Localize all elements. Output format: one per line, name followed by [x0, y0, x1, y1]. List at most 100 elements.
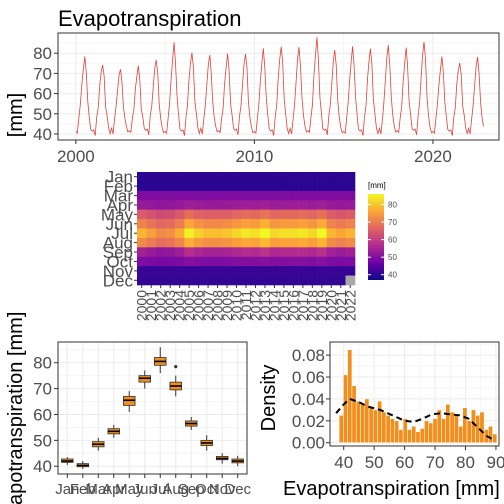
heatmap-cell [317, 190, 327, 201]
heatmap-cell [288, 247, 299, 258]
histogram-bar [479, 411, 485, 443]
heatmap-cell [269, 266, 280, 276]
heatmap-cell [279, 200, 289, 210]
heatmap-cell [241, 181, 252, 192]
heatmap-cell [250, 266, 261, 276]
heatmap-cell [184, 190, 195, 201]
heatmap-cell [231, 172, 242, 182]
heatmap-cell [336, 200, 346, 210]
x-tick-label: Mar [85, 481, 111, 498]
heatmap-cell [336, 209, 346, 220]
heatmap-cell [165, 190, 176, 201]
heatmap-cell [193, 200, 204, 210]
heatmap-cell [279, 190, 289, 201]
heatmap-cell [146, 219, 157, 229]
histogram-bar [351, 385, 357, 443]
heatmap-cell [193, 172, 204, 182]
x-tick-label: 2000 [57, 147, 95, 166]
heatmap-cell [174, 266, 185, 276]
x-tick-label: 2011 [238, 290, 254, 320]
heatmap-cell [241, 219, 252, 229]
y-tick-label: 70 [33, 64, 52, 83]
heatmap-cell [203, 275, 214, 286]
histogram-bar [372, 409, 378, 443]
heatmap-cell [288, 266, 299, 276]
heatmap-cell [155, 200, 166, 210]
x-tick-label: 80 [456, 453, 475, 472]
heatmap-cell [345, 275, 356, 286]
heatmap-cell [326, 172, 337, 182]
heatmap-cell [212, 190, 223, 201]
heatmap-cell [269, 181, 280, 192]
heatmap-cell [165, 266, 176, 276]
heatmap-cell [241, 247, 252, 258]
heatmap-cell [336, 256, 346, 267]
heatmap-cell [250, 200, 261, 210]
heatmap-cell [165, 228, 176, 239]
x-tick-label: 60 [395, 453, 414, 472]
histogram-bar [445, 404, 451, 443]
heatmap-cell [336, 266, 346, 276]
heatmap-cell [298, 275, 308, 286]
heatmap-cell [326, 181, 337, 192]
x-tick-label: 2000 [134, 290, 150, 321]
heatmap-cell [241, 172, 252, 182]
heatmap-cell [174, 228, 185, 239]
heatmap-cell [307, 247, 318, 258]
heatmap-cell [203, 219, 214, 229]
y-tick-label: Mar [104, 187, 134, 206]
x-tick-label: 2009 [219, 290, 235, 321]
heatmap-cell [336, 275, 346, 286]
heatmap-cell [326, 200, 337, 210]
timeseries-title: Evapotranspiration [58, 6, 241, 31]
heatmap-cell [193, 228, 204, 239]
histogram-bar [432, 418, 438, 443]
histogram-bar [355, 400, 361, 443]
heatmap-cell [212, 172, 223, 182]
heatmap-cell [231, 237, 242, 248]
heatmap-cell [231, 256, 242, 267]
x-tick-label: Feb [70, 481, 96, 498]
heatmap-cell [231, 247, 242, 258]
heatmap-cell [212, 209, 223, 220]
heatmap-cell [307, 228, 318, 239]
heatmap-cell [317, 172, 327, 182]
heatmap-cell [231, 219, 242, 229]
heatmap-cell [146, 275, 157, 286]
heatmap-cell [288, 228, 299, 239]
heatmap-cell [307, 209, 318, 220]
heatmap-cell [298, 266, 308, 276]
heatmap-cell [298, 181, 308, 192]
heatmap-cell [241, 237, 252, 248]
heatmap-cell [269, 228, 280, 239]
x-tick-label: Oct [195, 481, 219, 498]
heatmap-cell [155, 256, 166, 267]
heatmap-cell [212, 237, 223, 248]
heatmap-cell [298, 200, 308, 210]
timeseries-y-axis-label: [mm] [5, 93, 27, 137]
heatmap-cell [260, 256, 270, 267]
heatmap-cell [231, 266, 242, 276]
histogram-bar [488, 426, 493, 443]
heatmap-cell [146, 266, 157, 276]
heatmap-cell [146, 190, 157, 201]
heatmap-cell [155, 247, 166, 258]
y-tick-label: 0.06 [292, 368, 325, 387]
heatmap-cell [345, 219, 356, 229]
heatmap-cell [336, 219, 346, 229]
heatmap-cell [326, 237, 337, 248]
heatmap-cell [317, 200, 327, 210]
x-tick-label: Jan [55, 481, 79, 498]
heatmap-cell [336, 247, 346, 258]
x-tick-label: 2018 [304, 290, 320, 321]
x-tick-label: 2012 [247, 290, 263, 321]
heatmap-cell [203, 172, 214, 182]
heatmap-cell [222, 256, 233, 267]
heatmap-cell [250, 237, 261, 248]
x-tick-label: Jul [151, 481, 170, 498]
heatmap-cell [155, 237, 166, 248]
histogram-bar [458, 426, 464, 443]
heatmap-cell [193, 237, 204, 248]
histogram-panel-border [329, 341, 500, 447]
heatmap-cell [165, 209, 176, 220]
